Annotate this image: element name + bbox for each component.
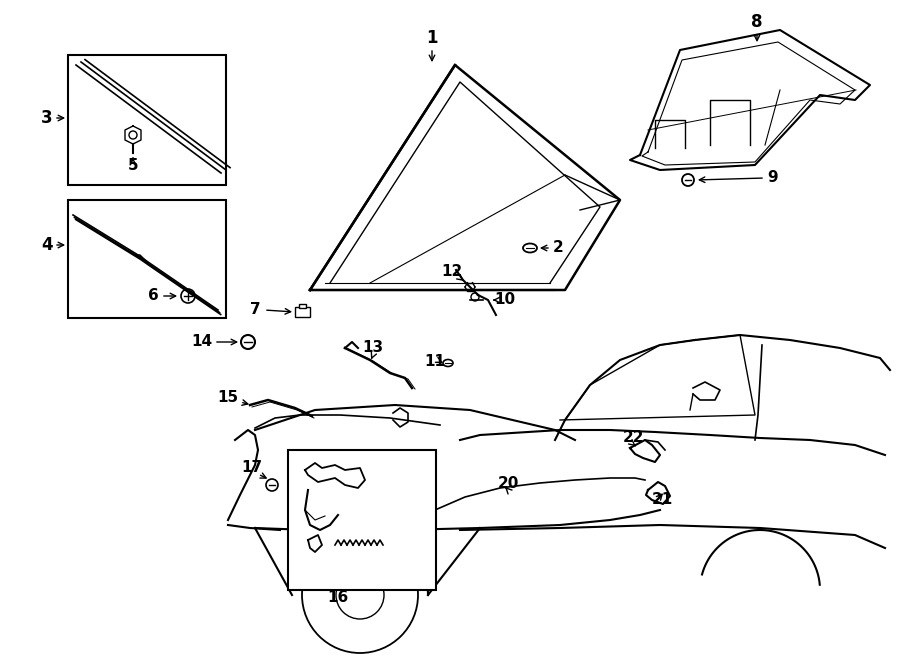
Circle shape <box>241 335 255 349</box>
Circle shape <box>302 537 418 653</box>
Text: 9: 9 <box>768 171 778 186</box>
Text: 19: 19 <box>311 557 333 572</box>
Text: 13: 13 <box>363 340 383 356</box>
Text: 8: 8 <box>752 13 763 31</box>
Bar <box>68 55 226 185</box>
Text: 18: 18 <box>362 557 382 572</box>
Text: 16: 16 <box>328 590 348 605</box>
Text: 17: 17 <box>241 461 263 475</box>
Text: 1: 1 <box>427 29 437 47</box>
Bar <box>299 304 306 308</box>
Text: 7: 7 <box>249 303 260 317</box>
Text: 6: 6 <box>148 288 158 303</box>
Text: 12: 12 <box>441 264 463 280</box>
Ellipse shape <box>443 360 453 366</box>
Bar <box>68 200 226 318</box>
Text: 20: 20 <box>498 475 518 490</box>
Bar <box>288 450 436 590</box>
Text: 11: 11 <box>425 354 446 369</box>
Ellipse shape <box>523 243 537 253</box>
Text: 15: 15 <box>218 391 238 405</box>
Text: 2: 2 <box>553 241 563 256</box>
Circle shape <box>336 571 384 619</box>
Circle shape <box>471 293 479 301</box>
Circle shape <box>129 131 137 139</box>
Circle shape <box>181 289 195 303</box>
Text: 5: 5 <box>128 157 139 173</box>
Text: 22: 22 <box>622 430 644 446</box>
Circle shape <box>266 479 278 491</box>
Text: 14: 14 <box>192 334 212 350</box>
Text: 4: 4 <box>41 236 53 254</box>
Text: 10: 10 <box>494 293 516 307</box>
Circle shape <box>682 174 694 186</box>
Text: 21: 21 <box>652 492 672 508</box>
Bar <box>295 307 310 317</box>
Text: 3: 3 <box>41 109 53 127</box>
